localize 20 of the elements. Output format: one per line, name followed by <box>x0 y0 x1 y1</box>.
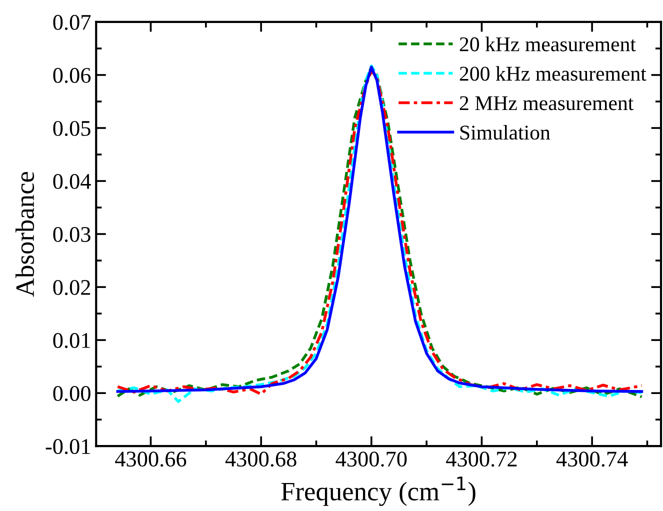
y-tick-label: 0.04 <box>53 174 91 190</box>
y-tick-label: 0.06 <box>53 68 91 84</box>
legend-label: 2 MHz measurement <box>460 96 634 110</box>
y-tick-label: 0.03 <box>53 226 90 242</box>
y-tick-label: 0.07 <box>53 14 91 30</box>
legend-label: Simulation <box>460 124 550 140</box>
x-tick-label: 4300.70 <box>336 452 407 467</box>
y-tick-label: 0.01 <box>53 333 90 348</box>
y-tick-label: -0.01 <box>46 439 90 454</box>
legend-label: 20 kHz measurement <box>460 36 636 52</box>
y-tick-label: 0.02 <box>53 280 90 296</box>
x-tick-label: 4300.74 <box>556 452 628 467</box>
x-axis-title: Frequency (cm$^{−1}$) <box>281 476 476 506</box>
legend-label: 200 kHz measurement <box>460 66 646 81</box>
y-tick-label: 0.00 <box>53 386 90 402</box>
y-axis-title: Absorbance <box>16 172 34 297</box>
x-tick-label: 4300.72 <box>446 452 517 467</box>
x-tick-label: 4300.68 <box>225 452 296 467</box>
y-tick-label: 0.05 <box>53 120 90 136</box>
x-tick-label: 4300.66 <box>115 452 186 467</box>
